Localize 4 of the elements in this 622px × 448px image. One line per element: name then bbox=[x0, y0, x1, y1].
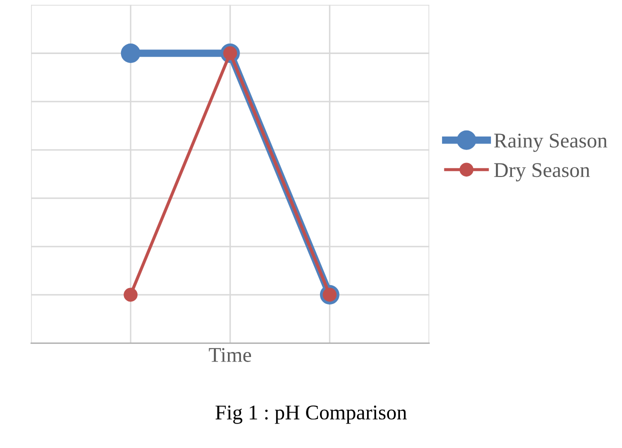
x-axis-title: Time bbox=[208, 348, 252, 362]
legend-label: Dry Season bbox=[494, 163, 590, 182]
legend-label: Rainy Season bbox=[494, 134, 608, 152]
caption: Fig 1 : pH Comparison bbox=[216, 406, 407, 424]
